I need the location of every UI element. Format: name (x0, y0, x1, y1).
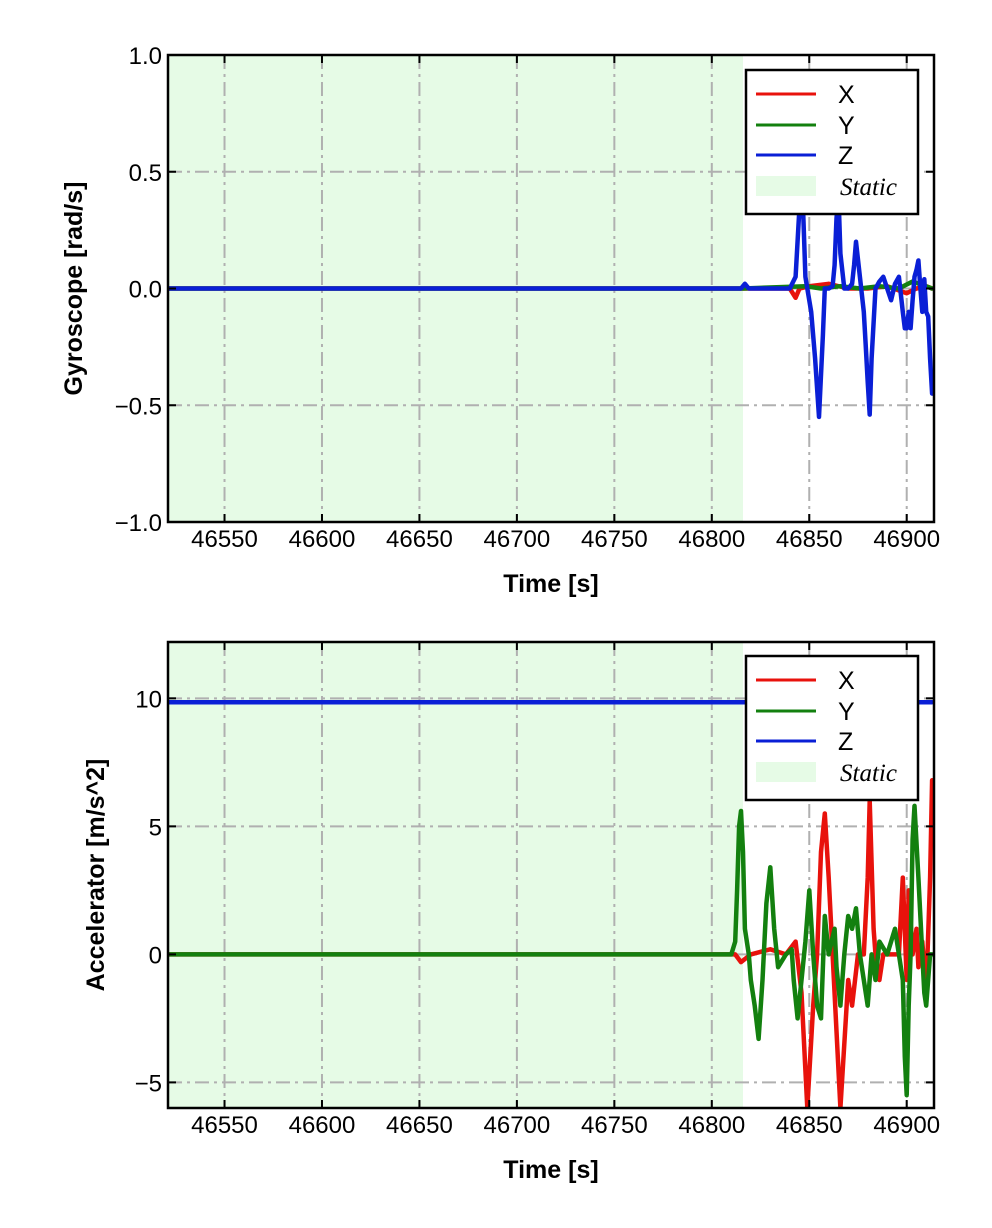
x-tick-label: 46900 (873, 526, 940, 553)
gyroscope-chart: 46550 46600 46650 46700 46750 46800 46850 46900… (60, 43, 940, 598)
series-line-y (168, 803, 934, 1098)
series-layer (168, 157, 934, 420)
y-tick-label: 10 (135, 686, 162, 713)
y-axis-label: Accelerator [m/s^2] (82, 759, 110, 992)
x-tick-label: 46750 (581, 526, 648, 553)
x-tick-label: 46850 (776, 526, 843, 553)
legend-label-static: Static (840, 760, 897, 787)
legend-label-y: Y (838, 698, 855, 726)
x-axis-label: Time [s] (503, 570, 598, 598)
legend-label-z: Z (838, 142, 853, 170)
x-tick-label: 46650 (386, 1112, 453, 1139)
x-tick-label: 46700 (484, 526, 551, 553)
axis-ticks: 46550 46600 46650 46700 46750 46800 46850 46900… (115, 43, 940, 553)
plot-frame (166, 640, 936, 1110)
y-tick-label: 0.5 (129, 160, 162, 187)
legend-label-z: Z (838, 728, 853, 756)
x-tick-label: 46800 (678, 1112, 745, 1139)
x-tick-label: 46800 (678, 526, 745, 553)
legend: X Y Z Static (744, 68, 920, 216)
axis-ticks: 46550 46600 46650 46700 46750 46800 46850 46900… (135, 642, 940, 1139)
x-tick-label: 46850 (776, 1112, 843, 1139)
legend-label-x: X (838, 81, 855, 109)
y-axis-label: Gyroscope [rad/s] (60, 182, 88, 396)
x-axis-label: Time [s] (503, 1156, 598, 1184)
x-tick-label: 46550 (191, 1112, 258, 1139)
static-region (168, 642, 743, 1108)
y-tick-label: −1.0 (115, 510, 162, 537)
legend: X Y Z Static (744, 654, 920, 802)
x-tick-label: 46750 (581, 1112, 648, 1139)
x-tick-label: 46600 (289, 526, 356, 553)
x-tick-label: 46550 (191, 526, 258, 553)
legend-swatch-static (756, 176, 816, 196)
y-tick-label: 0 (149, 942, 162, 969)
legend-label-static: Static (840, 174, 897, 201)
x-tick-label: 46900 (873, 1112, 940, 1139)
x-tick-label: 46650 (386, 526, 453, 553)
legend-label-y: Y (838, 112, 855, 140)
legend-swatch-static (756, 762, 816, 782)
y-tick-label: 1.0 (129, 43, 162, 70)
accelerometer-chart: 46550 46600 46650 46700 46750 46800 46850 46900… (82, 640, 940, 1184)
x-tick-label: 46700 (484, 1112, 551, 1139)
legend-label-x: X (838, 667, 855, 695)
x-tick-label: 46600 (289, 1112, 356, 1139)
y-tick-label: −0.5 (115, 393, 162, 420)
y-tick-label: 5 (149, 814, 162, 841)
y-tick-label: −5 (135, 1070, 162, 1097)
y-tick-label: 0.0 (129, 277, 162, 304)
series-line-z (168, 157, 934, 420)
